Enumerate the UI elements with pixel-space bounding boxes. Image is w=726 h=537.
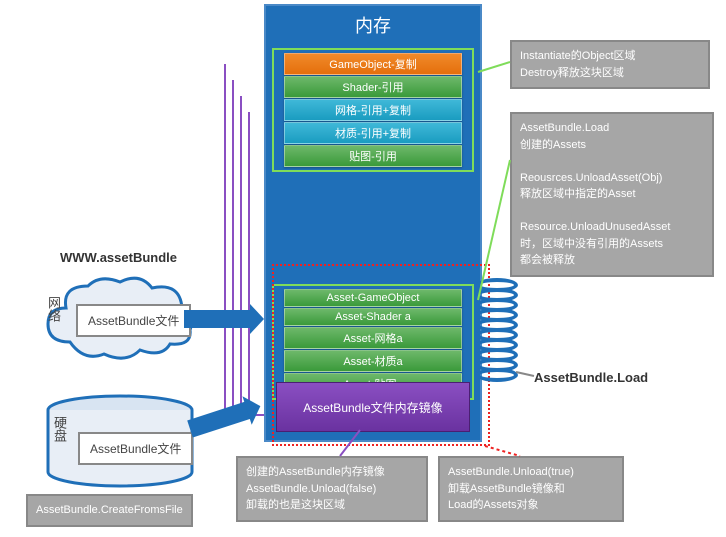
disk-side-label: 硬盘 xyxy=(50,416,69,442)
bar-shader-ref: Shader-引用 xyxy=(284,76,462,98)
bar-gameobject-copy: GameObject-复制 xyxy=(284,53,462,75)
bar-mesh: 网格-引用+复制 xyxy=(284,99,462,121)
bar-texture-ref: 贴图-引用 xyxy=(284,145,462,167)
info-unload-true: AssetBundle.Unload(true) 卸载AssetBundle镜像… xyxy=(438,456,624,522)
memory-title: 内存 xyxy=(266,6,480,48)
load-label: AssetBundle.Load xyxy=(534,370,648,385)
unload-true-region xyxy=(272,264,490,446)
www-label: WWW.assetBundle xyxy=(60,250,177,265)
info-unload-false: 创建的AssetBundle内存镜像 AssetBundle.Unload(fa… xyxy=(236,456,428,522)
cloud-file-box: AssetBundle文件 xyxy=(76,304,191,337)
disk-file-box: AssetBundle文件 xyxy=(78,432,193,465)
info-load-assets: AssetBundle.Load 创建的Assets Reousrces.Unl… xyxy=(510,112,714,277)
bar-material: 材质-引用+复制 xyxy=(284,122,462,144)
load-springs xyxy=(476,282,524,432)
arrow-cloud xyxy=(184,310,252,328)
instantiate-region: GameObject-复制 Shader-引用 网格-引用+复制 材质-引用+复… xyxy=(272,48,474,172)
cloud-side-label: 网络 xyxy=(44,296,63,322)
create-from-file-box: AssetBundle.CreateFromsFile xyxy=(26,494,193,527)
info-instantiate: Instantiate的Object区域 Destroy释放这块区域 xyxy=(510,40,710,89)
